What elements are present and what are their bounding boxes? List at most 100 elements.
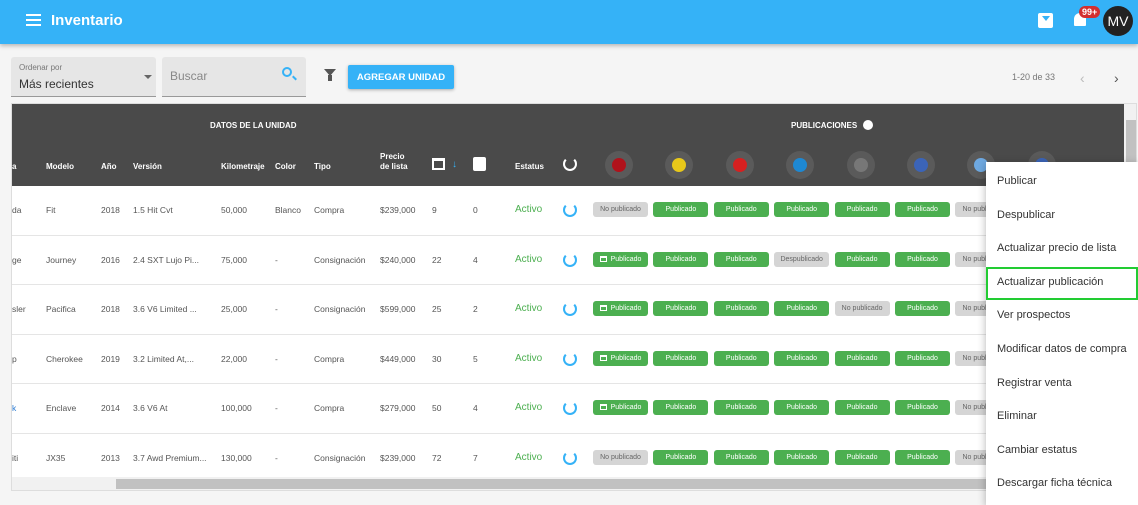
publication-status-badge[interactable]: Publicado: [593, 400, 648, 415]
calendar-icon[interactable]: [432, 158, 445, 170]
publication-status-badge[interactable]: Publicado: [895, 449, 950, 465]
publication-status-badge[interactable]: Publicado: [774, 202, 830, 217]
cell-modelo: Journey: [46, 254, 77, 265]
publication-status-badge[interactable]: Publicado: [895, 301, 950, 316]
col-anio[interactable]: Año: [101, 162, 117, 171]
cell-color: Blanco: [275, 205, 301, 215]
radar-icon[interactable]: [563, 351, 577, 366]
menu-item[interactable]: Despublicar: [997, 208, 1056, 221]
menu-item[interactable]: Registrar venta: [997, 376, 1072, 389]
blue-car-logo-icon[interactable]: [786, 151, 815, 179]
search-field[interactable]: [162, 57, 306, 97]
table-row[interactable]: ge Journey 2016 2.4 SXT Lujo Pi... 75,000 - Co…: [12, 236, 1124, 285]
publication-status-badge[interactable]: Publicado: [653, 350, 709, 366]
cell-version: 3.6 V6 At: [133, 403, 168, 413]
publication-status-badge[interactable]: Publicado: [713, 449, 769, 465]
radar-icon[interactable]: [563, 203, 577, 217]
publication-status-badge[interactable]: Publicado: [895, 400, 950, 415]
publication-status-badge[interactable]: Publicado: [593, 350, 648, 366]
publication-status-badge[interactable]: Publicado: [834, 449, 890, 465]
gray-circle-logo-icon[interactable]: [846, 151, 875, 179]
col-marca[interactable]: a: [12, 162, 17, 171]
publication-status-badge[interactable]: Publicado: [653, 301, 709, 316]
radar-icon[interactable]: [563, 450, 577, 465]
calendar-icon: [599, 404, 607, 410]
radar-icon[interactable]: [563, 252, 577, 267]
chevron-left-icon[interactable]: ‹: [1080, 70, 1085, 86]
table-row[interactable]: da Fit 2018 1.5 Hit Cvt 50,000 Blanco Compra $2…: [12, 186, 1124, 236]
table-row[interactable]: p Cherokee 2019 3.2 Limited At,... 22,000 - Co…: [12, 335, 1124, 384]
inbox-download-icon[interactable]: [1038, 13, 1053, 28]
scroll-thumb[interactable]: [1126, 120, 1136, 180]
yellow-handshake-logo-icon[interactable]: [665, 151, 694, 179]
chevron-right-icon[interactable]: ›: [1114, 70, 1119, 86]
publication-status-badge[interactable]: Publicado: [593, 301, 648, 316]
red-wheel-logo-icon[interactable]: [725, 151, 754, 179]
publication-status-badge[interactable]: Publicado: [895, 350, 950, 366]
info-icon[interactable]: [863, 120, 873, 130]
horizontal-scrollbar[interactable]: [12, 477, 1124, 490]
publication-status-badge[interactable]: Publicado: [895, 251, 950, 267]
publication-status-badge[interactable]: No publicado: [593, 449, 648, 465]
hamburger-menu-icon[interactable]: [26, 14, 41, 26]
col-estatus[interactable]: Estatus: [515, 162, 544, 171]
publication-status-badge[interactable]: No publicado: [593, 202, 648, 217]
search-input[interactable]: [170, 69, 270, 83]
menu-item[interactable]: Actualizar publicación: [986, 266, 1138, 300]
publication-status-badge[interactable]: Publicado: [653, 251, 709, 267]
col-precio[interactable]: Precio de lista: [380, 152, 408, 171]
publication-status-badge[interactable]: Publicado: [774, 400, 830, 415]
publication-status-badge[interactable]: Publicado: [593, 251, 648, 267]
cell-version: 2.4 SXT Lujo Pi...: [133, 254, 199, 265]
publication-status-badge[interactable]: Publicado: [834, 202, 890, 217]
publication-status-badge[interactable]: Publicado: [774, 350, 830, 366]
table-row[interactable]: sler Pacifica 2018 3.6 V6 Limited ... 25,000…: [12, 285, 1124, 335]
col-km[interactable]: Kilometraje: [221, 162, 265, 171]
menu-item[interactable]: Cambiar estatus: [997, 443, 1078, 456]
facebook-logo-icon[interactable]: [907, 151, 935, 179]
status-active: Activo: [515, 253, 543, 265]
menu-item[interactable]: Eliminar: [997, 410, 1037, 423]
search-icon[interactable]: [282, 67, 292, 77]
menu-item[interactable]: Descargar ficha técnica: [997, 477, 1112, 490]
publication-status-badge[interactable]: Publicado: [895, 202, 950, 217]
menu-item[interactable]: Modificar datos de compra: [997, 343, 1127, 355]
publication-status-badge[interactable]: Publicado: [713, 251, 769, 267]
add-unit-button[interactable]: AGREGAR UNIDAD: [348, 65, 454, 89]
avatar[interactable]: MV: [1103, 6, 1133, 36]
person-badge-icon[interactable]: [473, 157, 486, 171]
publication-status-badge[interactable]: Publicado: [713, 400, 769, 415]
filter-icon[interactable]: [324, 69, 336, 81]
col-tipo[interactable]: Tipo: [314, 162, 331, 171]
menu-item[interactable]: Publicar: [997, 175, 1037, 187]
scroll-thumb[interactable]: [116, 479, 1016, 489]
publication-status-badge[interactable]: Publicado: [713, 350, 769, 366]
publication-status-badge[interactable]: Despublicado: [774, 251, 830, 267]
red-flame-logo-icon[interactable]: [605, 151, 633, 179]
col-modelo[interactable]: Modelo: [46, 162, 74, 171]
publication-status-badge[interactable]: Publicado: [713, 301, 769, 316]
radar-icon[interactable]: [563, 401, 577, 415]
publication-status-badge[interactable]: Publicado: [653, 202, 709, 217]
publication-status-badge[interactable]: Publicado: [834, 400, 890, 415]
col-color[interactable]: Color: [275, 162, 296, 171]
cell-km: 100,000: [221, 403, 252, 413]
publication-status-badge[interactable]: Publicado: [834, 350, 890, 366]
publication-status-badge[interactable]: Publicado: [834, 251, 890, 267]
publication-status-badge[interactable]: No publicado: [834, 301, 890, 316]
table-row[interactable]: k Enclave 2014 3.6 V6 At 100,000 - Compra $279,…: [12, 384, 1124, 434]
cell-marca: ge: [12, 254, 22, 265]
publication-status-badge[interactable]: Publicado: [653, 400, 709, 415]
radar-icon[interactable]: [563, 302, 577, 316]
menu-item[interactable]: Actualizar precio de lista: [997, 242, 1117, 255]
calendar-icon: [599, 354, 607, 361]
publication-status-badge[interactable]: Publicado: [774, 301, 830, 316]
menu-item[interactable]: Ver prospectos: [997, 309, 1071, 322]
sort-select[interactable]: Ordenar por Más recientes: [11, 57, 156, 97]
publication-status-badge[interactable]: Publicado: [774, 449, 830, 465]
publication-status-badge[interactable]: Publicado: [653, 449, 709, 465]
col-version[interactable]: Versión: [133, 162, 162, 171]
publication-status-badge[interactable]: Publicado: [713, 202, 769, 217]
sort-arrow-down-icon[interactable]: ↓: [452, 159, 457, 170]
table-row[interactable]: iti JX35 2013 3.7 Awd Premium... 130,000 - Con…: [12, 434, 1124, 483]
